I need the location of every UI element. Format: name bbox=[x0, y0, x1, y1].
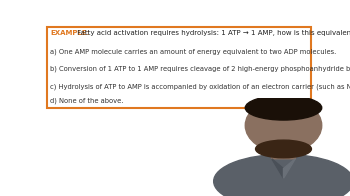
Text: Fatty acid activation requires hydrolysis: 1 ATP → 1 AMP, how is this equivalent: Fatty acid activation requires hydrolysi… bbox=[75, 30, 350, 36]
Text: d) None of the above.: d) None of the above. bbox=[50, 97, 123, 104]
Ellipse shape bbox=[214, 154, 350, 196]
Text: b) Conversion of 1 ATP to 1 AMP requires cleavage of 2 high-energy phosphoanhydr: b) Conversion of 1 ATP to 1 AMP requires… bbox=[50, 66, 350, 72]
Ellipse shape bbox=[256, 140, 312, 158]
Text: EXAMPLE:: EXAMPLE: bbox=[50, 30, 89, 36]
Text: c) Hydrolysis of ATP to AMP is accompanied by oxidation of an electron carrier (: c) Hydrolysis of ATP to AMP is accompani… bbox=[50, 84, 350, 90]
Ellipse shape bbox=[245, 96, 322, 120]
Polygon shape bbox=[269, 142, 298, 159]
Polygon shape bbox=[272, 159, 284, 178]
FancyBboxPatch shape bbox=[47, 27, 311, 108]
Ellipse shape bbox=[245, 98, 322, 152]
Polygon shape bbox=[284, 159, 295, 178]
Text: a) One AMP molecule carries an amount of energy equivalent to two ADP molecules.: a) One AMP molecule carries an amount of… bbox=[50, 48, 336, 55]
